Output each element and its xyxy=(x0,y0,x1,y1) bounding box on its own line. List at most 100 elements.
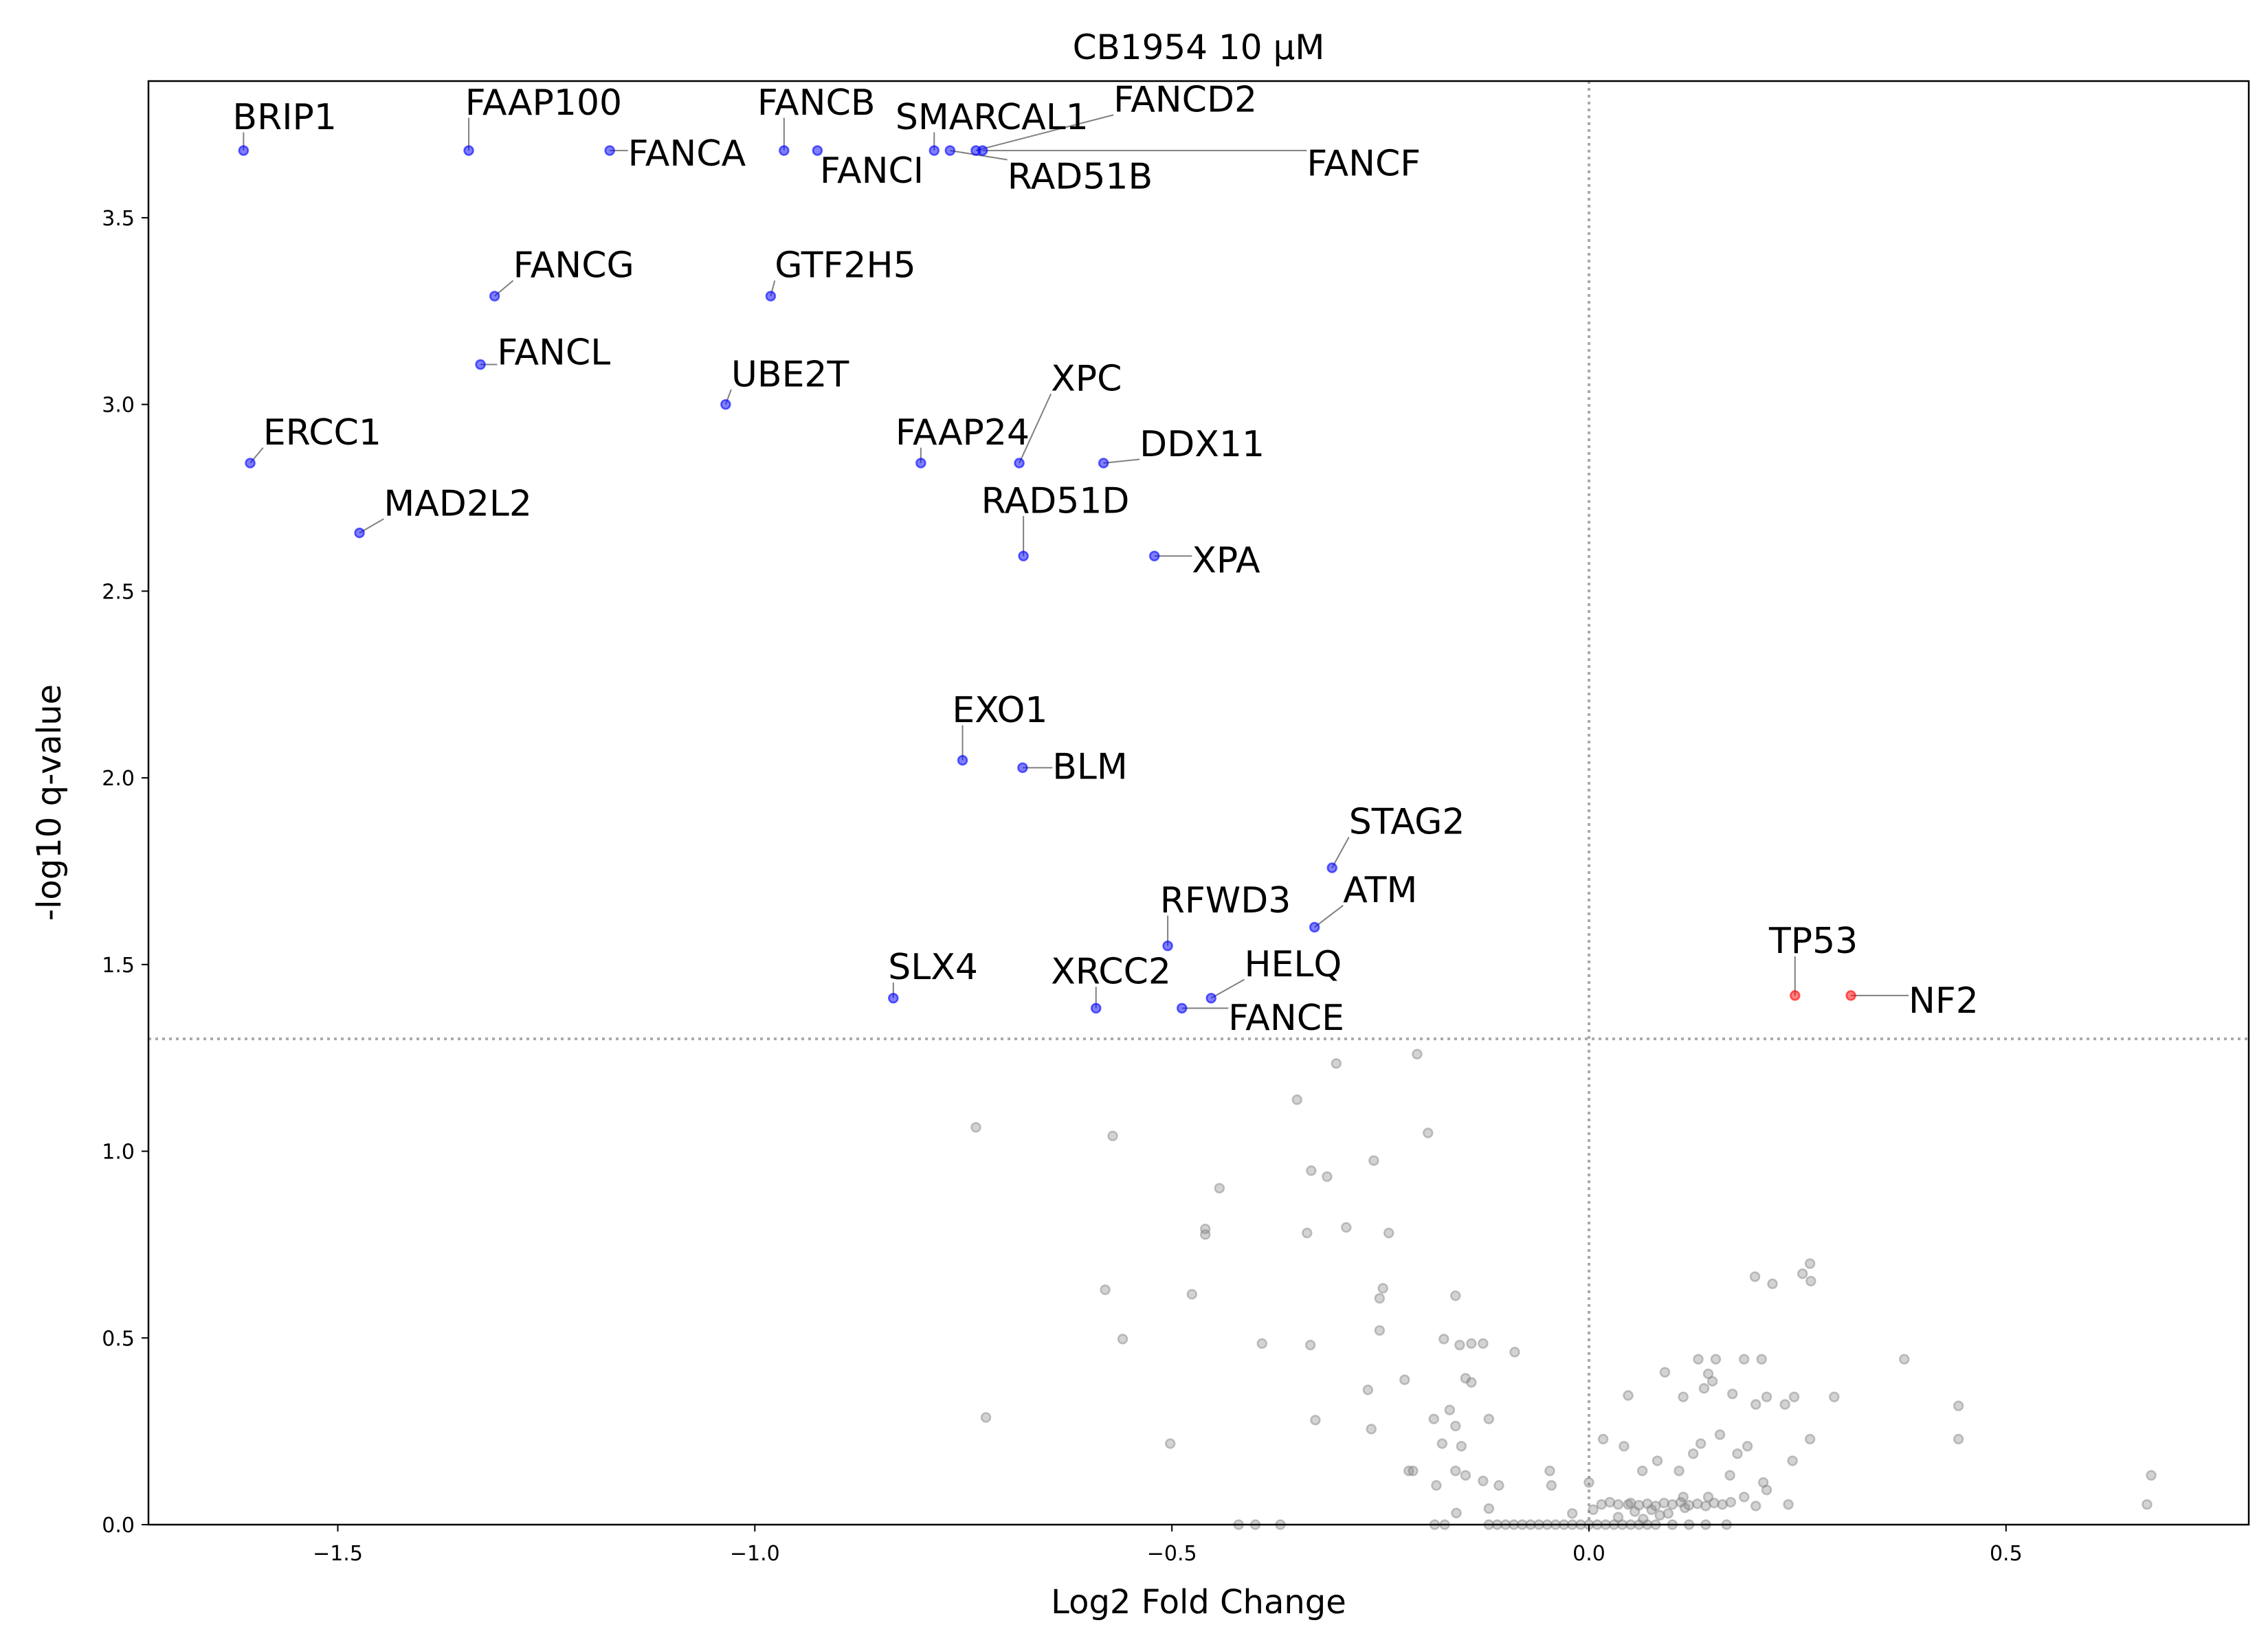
data-point-brip1 xyxy=(238,145,249,156)
data-point-not-significant xyxy=(1322,1171,1333,1182)
data-point-not-significant xyxy=(1654,1510,1665,1521)
data-point-not-significant xyxy=(1658,1497,1669,1509)
data-point-not-significant xyxy=(1310,1415,1321,1426)
data-point-not-significant xyxy=(1650,1501,1661,1512)
data-point-not-significant xyxy=(1738,1354,1750,1365)
data-point-not-significant xyxy=(1732,1448,1743,1459)
data-point-not-significant xyxy=(1302,1227,1313,1239)
gene-label-blm: BLM xyxy=(1052,746,1128,787)
data-point-fancf xyxy=(977,145,988,156)
data-point-rad51d xyxy=(1018,550,1029,562)
x-tick-label: 0.0 xyxy=(1572,1542,1605,1566)
data-point-not-significant xyxy=(1687,1448,1699,1459)
data-point-not-significant xyxy=(1399,1374,1410,1385)
data-point-not-significant xyxy=(1625,1497,1636,1509)
y-tick-label: 2.0 xyxy=(102,767,135,791)
data-point-not-significant xyxy=(1652,1455,1663,1466)
data-point-not-significant xyxy=(1634,1499,1645,1511)
data-point-fancg xyxy=(489,291,500,302)
data-point-not-significant xyxy=(1899,1354,1910,1365)
data-point-not-significant xyxy=(1693,1354,1704,1365)
gene-label-mad2l2: MAD2L2 xyxy=(383,484,532,525)
y-tick-label: 2.5 xyxy=(102,580,135,604)
data-point-not-significant xyxy=(1761,1484,1772,1496)
plot-frame xyxy=(147,80,2250,1526)
data-point-ddx11 xyxy=(1098,458,1109,469)
y-tick-label: 1.0 xyxy=(102,1141,135,1165)
data-point-not-significant xyxy=(1368,1155,1379,1166)
data-point-not-significant xyxy=(1779,1399,1790,1410)
data-point-not-significant xyxy=(1750,1399,1761,1410)
y-tick-label: 3.5 xyxy=(102,207,135,231)
x-tick-label: −1.0 xyxy=(730,1542,780,1566)
data-point-not-significant xyxy=(1674,1465,1685,1477)
data-point-not-significant xyxy=(1450,1290,1461,1301)
data-point-not-significant xyxy=(2142,1499,2153,1510)
data-point-fancl xyxy=(475,359,486,370)
data-point-not-significant xyxy=(1623,1390,1634,1401)
gene-label-nf2: NF2 xyxy=(1909,980,1979,1022)
x-axis-label: Log2 Fold Change xyxy=(1051,1583,1346,1622)
data-point-not-significant xyxy=(1451,1507,1462,1518)
data-point-not-significant xyxy=(1493,1480,1504,1491)
data-point-not-significant xyxy=(1619,1441,1630,1452)
data-point-not-significant xyxy=(1412,1048,1423,1059)
data-point-not-significant xyxy=(1466,1377,1477,1388)
gene-label-ercc1: ERCC1 xyxy=(263,412,381,453)
gene-label-stag2: STAG2 xyxy=(1349,802,1465,843)
data-point-not-significant xyxy=(1750,1501,1761,1512)
gene-label-xrcc2: XRCC2 xyxy=(1051,952,1171,993)
data-point-not-significant xyxy=(1428,1413,1440,1424)
data-point-not-significant xyxy=(1761,1391,1772,1402)
data-point-exo1 xyxy=(957,754,968,766)
data-point-not-significant xyxy=(1199,1229,1211,1240)
data-point-not-significant xyxy=(1783,1499,1794,1510)
data-point-not-significant xyxy=(1483,1413,1495,1424)
data-point-fanca xyxy=(604,145,615,156)
data-point-not-significant xyxy=(1454,1339,1465,1351)
data-point-not-significant xyxy=(1612,1512,1624,1523)
data-point-faap24 xyxy=(915,458,926,469)
data-point-ube2t xyxy=(720,399,731,410)
data-point-not-significant xyxy=(1646,1504,1657,1516)
data-point-not-significant xyxy=(1199,1223,1211,1235)
data-point-not-significant xyxy=(1107,1130,1118,1142)
data-point-fanci xyxy=(812,145,823,156)
data-point-tp53 xyxy=(1790,990,1801,1001)
label-connector-line xyxy=(1019,393,1052,464)
y-tick-label: 1.5 xyxy=(102,954,135,978)
data-point-not-significant xyxy=(1724,1470,1735,1481)
gene-label-ddx11: DDX11 xyxy=(1139,424,1265,465)
not-significant-points xyxy=(970,1048,2157,1530)
data-point-not-significant xyxy=(1436,1438,1448,1449)
data-point-not-significant xyxy=(1583,1477,1594,1488)
data-point-not-significant xyxy=(1717,1499,1728,1510)
data-point-not-significant xyxy=(1604,1496,1616,1508)
gene-label-fancf: FANCF xyxy=(1307,144,1421,185)
data-point-fance xyxy=(1176,1002,1188,1014)
data-point-not-significant xyxy=(1408,1465,1419,1477)
y-tick-label: 0.0 xyxy=(102,1514,135,1538)
data-point-not-significant xyxy=(1805,1275,1816,1287)
data-point-not-significant xyxy=(1341,1222,1352,1233)
data-point-not-significant xyxy=(1698,1382,1710,1394)
data-point-not-significant xyxy=(1695,1438,1706,1449)
gene-label-fancl: FANCL xyxy=(497,333,610,374)
data-point-not-significant xyxy=(1702,1368,1714,1380)
significant-points xyxy=(238,145,1856,1014)
data-point-not-significant xyxy=(1597,1433,1609,1445)
data-point-not-significant xyxy=(1291,1094,1302,1106)
label-connector-line xyxy=(1103,458,1140,464)
data-point-nf2 xyxy=(1845,990,1856,1001)
data-point-not-significant xyxy=(1679,1502,1691,1514)
data-point-not-significant xyxy=(1331,1058,1342,1069)
data-point-not-significant xyxy=(1444,1404,1456,1415)
data-point-not-significant xyxy=(1709,1497,1720,1509)
data-point-not-significant xyxy=(1659,1367,1671,1378)
label-connector-line xyxy=(975,114,1114,152)
data-point-not-significant xyxy=(1366,1424,1377,1435)
data-point-not-significant xyxy=(1423,1128,1434,1138)
